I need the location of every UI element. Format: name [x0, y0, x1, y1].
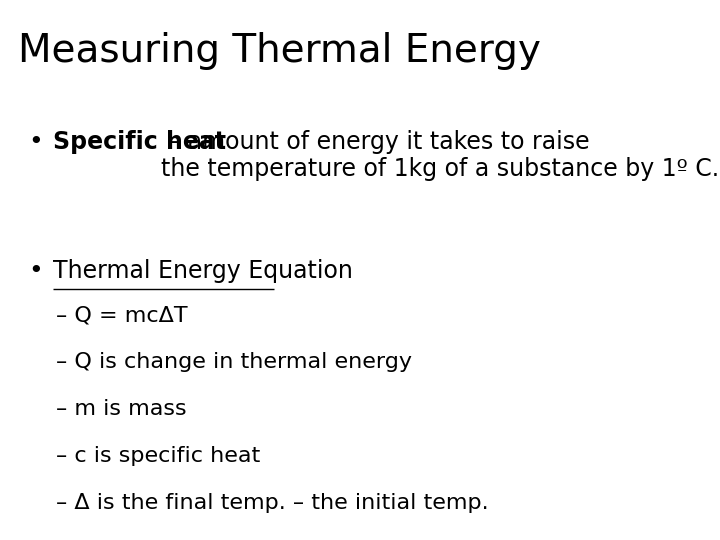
Text: – Q is change in thermal energy: – Q is change in thermal energy: [56, 352, 412, 372]
Text: – Δ is the final temp. – the initial temp.: – Δ is the final temp. – the initial tem…: [56, 493, 489, 513]
Text: – c is specific heat: – c is specific heat: [56, 446, 260, 466]
Text: – m is mass: – m is mass: [56, 399, 186, 419]
Text: Thermal Energy Equation: Thermal Energy Equation: [53, 259, 353, 283]
Text: – amount of energy it takes to raise
the temperature of 1kg of a substance by 1º: – amount of energy it takes to raise the…: [161, 130, 719, 181]
Text: •: •: [28, 259, 42, 283]
Text: Measuring Thermal Energy: Measuring Thermal Energy: [18, 32, 541, 70]
Text: – Q = mcΔT: – Q = mcΔT: [56, 305, 187, 325]
Text: •: •: [28, 130, 42, 153]
Text: Specific heat: Specific heat: [53, 130, 226, 153]
